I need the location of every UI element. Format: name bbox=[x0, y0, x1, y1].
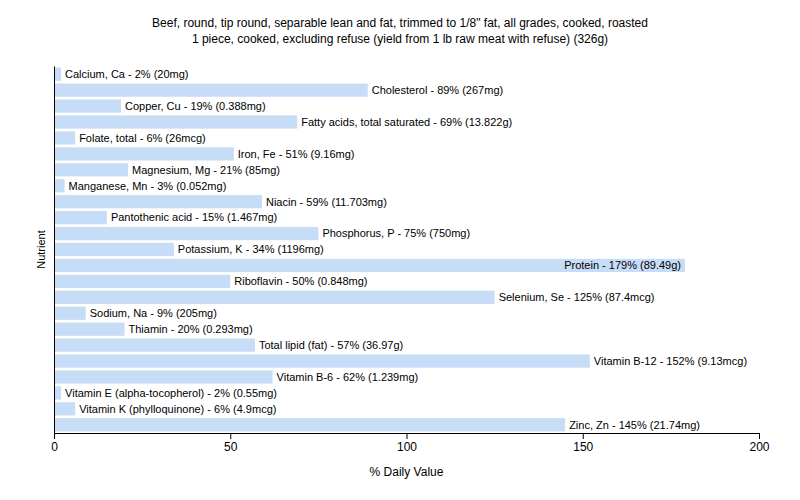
bar-label: Vitamin B-12 - 152% (9.13mcg) bbox=[594, 355, 747, 367]
y-axis-line bbox=[54, 67, 55, 434]
y-axis-title: Nutrient bbox=[35, 230, 47, 269]
x-axis-title: % Daily Value bbox=[370, 465, 444, 479]
bar bbox=[54, 131, 75, 144]
bar-label: Calcium, Ca - 2% (20mg) bbox=[65, 68, 188, 80]
bar-label: Potassium, K - 34% (1196mg) bbox=[178, 243, 324, 255]
bar bbox=[54, 84, 368, 97]
x-tick: 0 bbox=[51, 433, 58, 454]
subtitle: 1 piece, cooked, excluding refuse (yield… bbox=[192, 32, 608, 46]
bar-label: Cholesterol - 89% (267mg) bbox=[372, 84, 503, 96]
x-tick-label: 100 bbox=[397, 440, 417, 454]
x-tick-mark bbox=[583, 433, 584, 439]
bar-label: Copper, Cu - 19% (0.388mg) bbox=[125, 100, 266, 112]
bar-label: Selenium, Se - 125% (87.4mcg) bbox=[499, 291, 655, 303]
bar bbox=[54, 339, 255, 352]
bar-label: Iron, Fe - 51% (9.16mg) bbox=[238, 148, 355, 160]
x-tick-label: 0 bbox=[51, 440, 58, 454]
bars bbox=[54, 68, 685, 432]
bar bbox=[54, 386, 61, 399]
x-tick-mark bbox=[759, 433, 760, 439]
y-axis bbox=[54, 67, 55, 434]
bar-label: Vitamin K (phylloquinone) - 6% (4.9mcg) bbox=[79, 403, 276, 415]
bar-label: Riboflavin - 50% (0.848mg) bbox=[234, 275, 367, 287]
bar bbox=[54, 179, 65, 192]
bar bbox=[54, 99, 121, 112]
bar-label: Sodium, Na - 9% (205mg) bbox=[90, 307, 217, 319]
bar bbox=[54, 243, 174, 256]
bar-label: Thiamin - 20% (0.293mg) bbox=[129, 323, 253, 335]
x-tick: 50 bbox=[224, 433, 238, 454]
bar-label: Folate, total - 6% (26mcg) bbox=[79, 132, 206, 144]
bar-labels: Calcium, Ca - 2% (20mg) Cholesterol - 89%… bbox=[65, 68, 747, 431]
bar bbox=[54, 211, 107, 224]
bar bbox=[54, 354, 590, 367]
bar bbox=[54, 227, 318, 240]
x-tick: 200 bbox=[749, 433, 769, 454]
title: Beef, round, tip round, separable lean a… bbox=[152, 16, 648, 30]
bar bbox=[54, 323, 125, 336]
bar bbox=[54, 402, 75, 415]
bar bbox=[54, 370, 273, 383]
bar-label: Manganese, Mn - 3% (0.052mg) bbox=[69, 180, 227, 192]
bar bbox=[54, 115, 297, 128]
bar-label: Magnesium, Mg - 21% (85mg) bbox=[132, 164, 280, 176]
bar bbox=[54, 163, 128, 176]
chart: Calcium, Ca - 2% (20mg) Cholesterol - 89%… bbox=[0, 0, 800, 500]
x-tick-mark bbox=[407, 433, 408, 439]
x-tick-label: 50 bbox=[224, 440, 238, 454]
bar-label: Niacin - 59% (11.703mg) bbox=[266, 196, 387, 208]
bar-label: Pantothenic acid - 15% (1.467mg) bbox=[111, 211, 277, 223]
bar bbox=[54, 259, 685, 272]
x-tick-label: 200 bbox=[749, 440, 769, 454]
bar-label: Protein - 179% (89.49g) bbox=[564, 259, 681, 271]
bar-label: Fatty acids, total saturated - 69% (13.8… bbox=[301, 116, 512, 128]
x-tick-mark bbox=[54, 433, 55, 439]
bar-label: Phosphorus, P - 75% (750mg) bbox=[322, 227, 470, 239]
x-axis: 0 50 100 150 200 bbox=[51, 433, 770, 454]
bar-label: Vitamin E (alpha-tocopherol) - 2% (0.55m… bbox=[65, 387, 277, 399]
bar bbox=[54, 195, 262, 208]
x-tick-mark bbox=[230, 433, 231, 439]
bar-label: Zinc, Zn - 145% (21.74mg) bbox=[569, 419, 700, 431]
x-tick-label: 150 bbox=[573, 440, 593, 454]
plot: Calcium, Ca - 2% (20mg) Cholesterol - 89%… bbox=[51, 67, 770, 454]
bar bbox=[54, 147, 234, 160]
bar bbox=[54, 307, 86, 320]
bar bbox=[54, 68, 61, 81]
bar bbox=[54, 275, 230, 288]
bar-label: Total lipid (fat) - 57% (36.97g) bbox=[259, 339, 403, 351]
bar-label: Vitamin B-6 - 62% (1.239mg) bbox=[277, 371, 419, 383]
x-tick: 150 bbox=[573, 433, 593, 454]
bar bbox=[54, 291, 495, 304]
x-tick: 100 bbox=[397, 433, 417, 454]
bar bbox=[54, 418, 565, 431]
